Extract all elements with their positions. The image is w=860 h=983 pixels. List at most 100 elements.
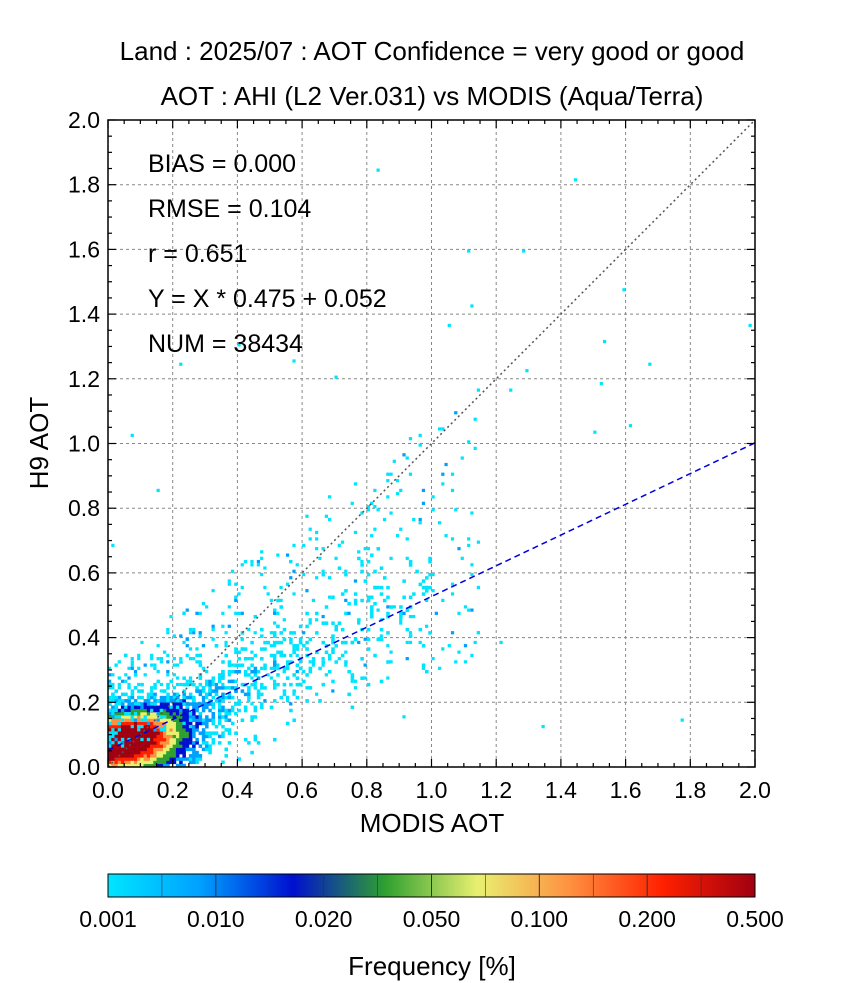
density-cell bbox=[153, 712, 157, 716]
density-cell bbox=[150, 763, 154, 768]
density-cell bbox=[350, 705, 355, 710]
density-cell bbox=[185, 744, 190, 748]
density-cell bbox=[279, 695, 283, 700]
density-cell bbox=[214, 692, 218, 696]
density-cell bbox=[137, 731, 141, 735]
density-cell bbox=[192, 741, 196, 745]
density-cell bbox=[140, 695, 144, 700]
density-cell bbox=[308, 537, 312, 541]
density-cell bbox=[172, 757, 177, 761]
density-cell bbox=[182, 737, 186, 742]
density-cell bbox=[108, 721, 112, 725]
density-cell bbox=[363, 676, 367, 680]
density-cell bbox=[386, 611, 390, 616]
density-cell bbox=[150, 757, 154, 761]
density-cell bbox=[373, 602, 377, 606]
density-cell bbox=[214, 689, 219, 693]
density-cell bbox=[108, 750, 112, 755]
density-cell bbox=[437, 427, 442, 431]
density-cell bbox=[243, 657, 248, 661]
density-cell bbox=[460, 556, 464, 560]
density-cell bbox=[114, 718, 119, 723]
density-cell bbox=[373, 569, 377, 574]
density-cell bbox=[201, 705, 206, 710]
density-cell bbox=[327, 657, 332, 661]
density-cell bbox=[234, 702, 238, 706]
density-cell bbox=[298, 682, 303, 687]
density-cell bbox=[111, 757, 115, 761]
density-cell bbox=[431, 572, 435, 577]
density-cell bbox=[418, 443, 422, 447]
colorbar-tick-label: 0.020 bbox=[295, 906, 353, 932]
density-cell bbox=[156, 747, 161, 752]
density-cell bbox=[399, 614, 403, 619]
density-cell bbox=[172, 721, 177, 726]
density-cell bbox=[253, 708, 258, 713]
density-cell bbox=[376, 508, 380, 512]
density-cell bbox=[230, 708, 235, 713]
density-cell bbox=[337, 566, 342, 570]
density-cell bbox=[143, 712, 148, 716]
y-tick-label: 0.2 bbox=[68, 689, 100, 715]
density-cell bbox=[192, 754, 196, 758]
density-cell bbox=[366, 595, 371, 599]
density-cell bbox=[117, 760, 122, 765]
density-cell bbox=[334, 644, 338, 648]
density-cell bbox=[140, 750, 144, 755]
chart-subtitle: AOT : AHI (L2 Ver.031) vs MODIS (Aqua/Te… bbox=[161, 81, 704, 111]
density-cell bbox=[188, 747, 193, 752]
density-cell bbox=[230, 569, 235, 573]
density-cell bbox=[146, 763, 151, 768]
density-cell bbox=[133, 718, 138, 722]
density-cell bbox=[373, 488, 377, 493]
density-cell bbox=[379, 679, 384, 684]
density-cell bbox=[279, 650, 283, 655]
density-cell bbox=[153, 750, 157, 755]
density-cell bbox=[159, 657, 163, 661]
density-cell bbox=[192, 705, 196, 710]
density-cell bbox=[140, 731, 144, 735]
density-cell bbox=[201, 708, 206, 713]
density-cell bbox=[243, 669, 248, 674]
density-cell bbox=[282, 669, 286, 674]
density-cell bbox=[208, 679, 212, 684]
density-cell bbox=[344, 572, 348, 577]
density-cell bbox=[217, 702, 222, 706]
density-cell bbox=[188, 657, 193, 661]
density-cell bbox=[153, 737, 157, 742]
density-cell bbox=[137, 718, 141, 723]
density-cell bbox=[182, 747, 186, 752]
density-cell bbox=[240, 647, 244, 651]
density-cell bbox=[120, 728, 125, 732]
density-cell bbox=[169, 715, 173, 719]
density-cell bbox=[357, 621, 361, 625]
density-cell bbox=[166, 705, 170, 710]
density-cell bbox=[373, 504, 377, 509]
density-cell bbox=[117, 731, 122, 735]
density-cell bbox=[130, 754, 135, 758]
density-cell bbox=[457, 611, 461, 615]
density-cell bbox=[331, 595, 335, 600]
density-cell bbox=[185, 695, 190, 700]
density-cell bbox=[340, 592, 345, 596]
density-cell bbox=[150, 708, 154, 713]
density-cell bbox=[243, 705, 248, 709]
density-cell bbox=[179, 708, 183, 713]
density-cell bbox=[305, 699, 309, 703]
density-cell bbox=[234, 595, 238, 599]
density-cell bbox=[185, 731, 190, 735]
density-cell bbox=[208, 689, 212, 693]
density-cell bbox=[127, 695, 131, 700]
density-cell bbox=[366, 547, 371, 551]
density-cell bbox=[179, 734, 183, 739]
density-cell bbox=[192, 718, 196, 723]
density-cell bbox=[302, 644, 306, 648]
density-cell bbox=[133, 715, 138, 719]
density-cell bbox=[166, 731, 170, 735]
density-cell bbox=[133, 686, 138, 690]
density-cell bbox=[360, 559, 364, 564]
density-cell bbox=[363, 637, 367, 641]
density-cell bbox=[124, 679, 128, 683]
density-cell bbox=[224, 653, 228, 658]
